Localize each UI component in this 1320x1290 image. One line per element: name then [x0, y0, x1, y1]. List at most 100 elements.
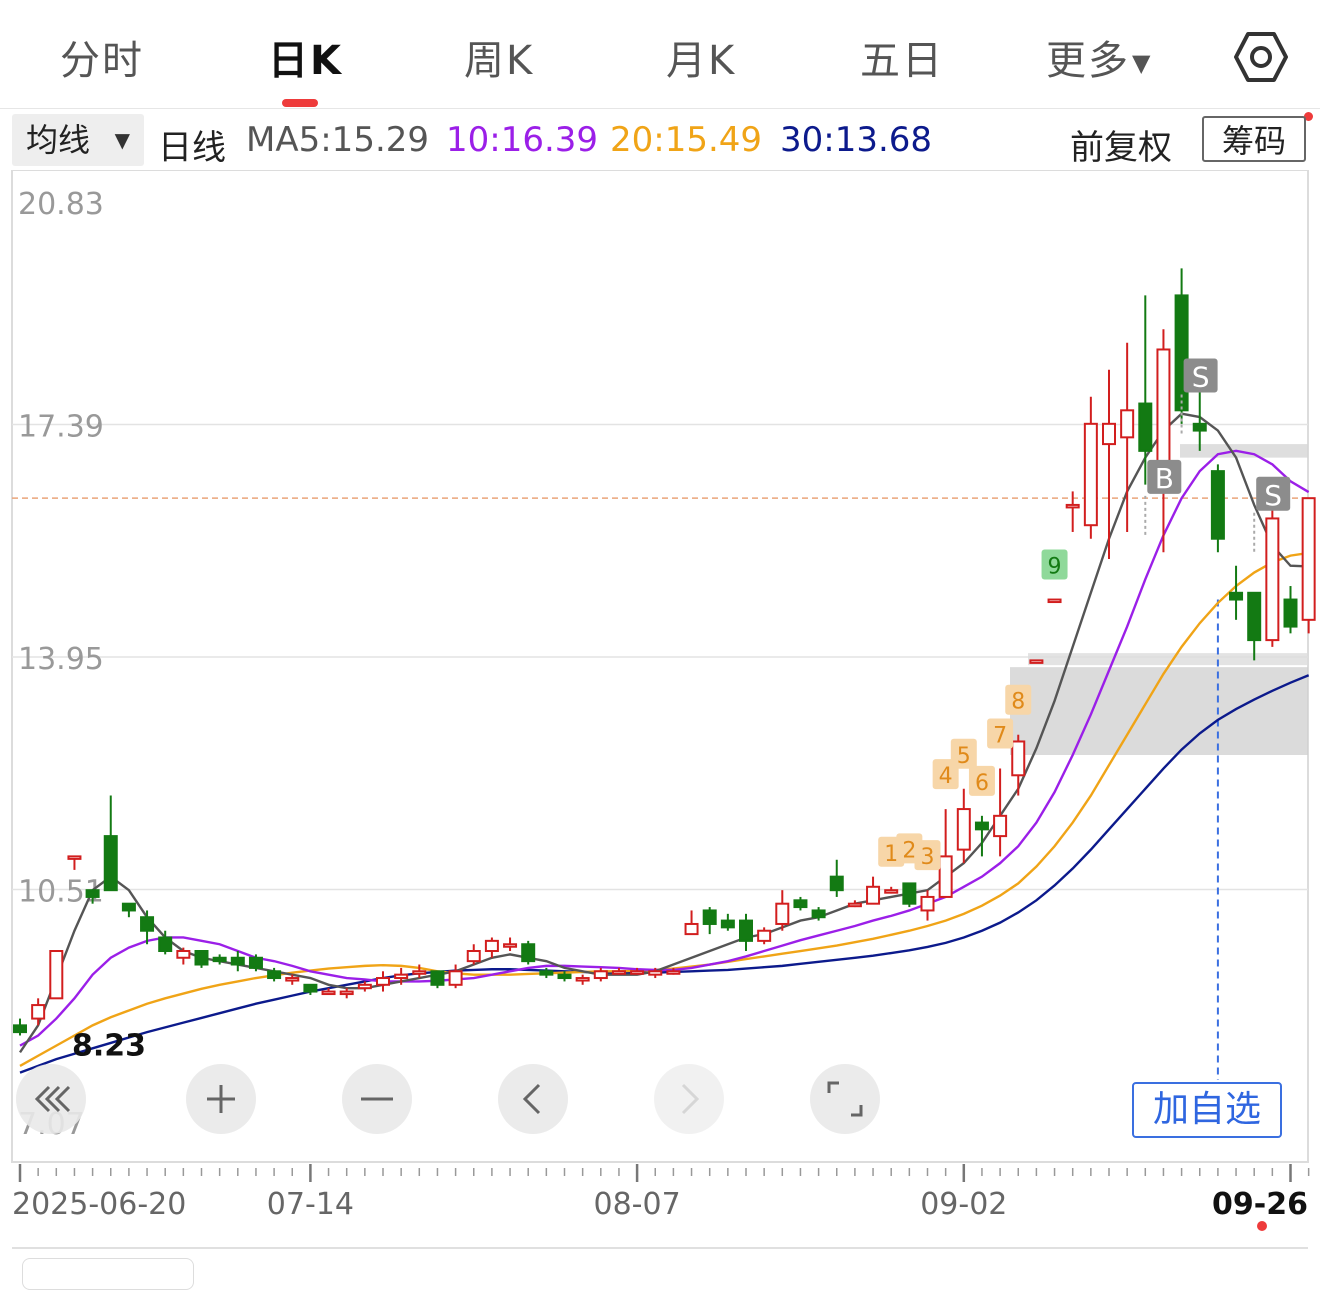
ma-toolbar: 均线 ▼ 日线 MA5:15.29 10:16.39 20:15.49 30:13… [0, 112, 1320, 170]
tab-more-label: 更多 [1046, 38, 1130, 84]
signal-marker [1183, 358, 1218, 393]
notification-dot [1304, 112, 1313, 121]
candle-up [1120, 409, 1135, 439]
x-tick-label: 07-14 [267, 1187, 354, 1222]
candle-up [448, 970, 463, 986]
candle-down [811, 909, 826, 919]
candle-up [993, 814, 1008, 838]
candle-down [702, 909, 717, 925]
settings-hexagon-icon[interactable] [1234, 30, 1288, 84]
zoom-in-button[interactable] [186, 1064, 256, 1134]
add-to-watchlist-button[interactable]: 加自选 [1132, 1082, 1282, 1138]
signal-marker-text: S [1264, 479, 1282, 512]
candle-down [739, 919, 753, 942]
candle-up [484, 939, 499, 953]
next-icon [681, 1083, 700, 1115]
candle-down [521, 943, 536, 963]
candle-up [412, 970, 427, 975]
candle-down [902, 882, 917, 905]
sequence-marker [968, 765, 995, 796]
candle-up [920, 895, 935, 912]
prev-button[interactable] [498, 1064, 568, 1134]
candle-down [720, 919, 735, 929]
signal-marker [1256, 476, 1291, 511]
candle-up [956, 808, 971, 851]
signal-marker-text: S [1192, 361, 1210, 394]
candle-down [267, 970, 282, 980]
active-tab-indicator [282, 99, 318, 107]
x-tick-label: 09-02 [920, 1187, 1007, 1222]
zoom-out-button[interactable] [342, 1064, 412, 1134]
sequence-marker [1005, 684, 1032, 715]
candle-down [13, 1024, 27, 1034]
ma20-line [19, 551, 1309, 1067]
ma10-line [19, 449, 1310, 1047]
sequence-marker-text: 5 [957, 744, 971, 769]
candle-down [557, 973, 572, 980]
tab-minute[interactable]: 分时 [60, 38, 144, 84]
candle-up [466, 950, 481, 963]
candle-up [503, 943, 518, 948]
sequence-marker-text: 8 [1011, 690, 1025, 715]
candle-down [1192, 422, 1207, 432]
candle-up [684, 922, 699, 936]
candle-down [303, 983, 318, 993]
x-tick-label: 2025-06-20 [12, 1187, 186, 1222]
support-band-edge [1028, 653, 1308, 666]
candle-down [430, 970, 445, 986]
adjust-mode[interactable]: 前复权 [1070, 128, 1172, 168]
chart-frame [11, 169, 1309, 1163]
collapse-left-button[interactable] [16, 1064, 86, 1134]
candle-up [285, 977, 300, 982]
ma-select-dropdown[interactable]: 均线 ▼ [12, 114, 144, 166]
candle-up [648, 970, 663, 976]
caret-down-icon: ▼ [1132, 49, 1153, 77]
ma-select-label: 均线 [26, 121, 91, 159]
candle-down [974, 821, 989, 831]
ma20-value: 20:15.49 [610, 120, 763, 160]
current-date-dot [1257, 1221, 1267, 1231]
candle-up [394, 973, 409, 980]
candle-down [1283, 598, 1298, 628]
period-label: 日线 [158, 128, 226, 168]
candle-down [121, 902, 136, 912]
sequence-marker [950, 738, 977, 769]
candle-up [1047, 598, 1062, 604]
ma10-value: 10:16.39 [446, 120, 599, 160]
tab-five-day[interactable]: 五日 [860, 38, 944, 84]
tab-more[interactable]: 更多▼ [1046, 28, 1152, 86]
y-tick-label: 17.39 [18, 410, 104, 445]
candle-up [884, 889, 899, 894]
candle-up [357, 983, 372, 990]
candle-up [1265, 517, 1280, 642]
x-tick-label: 09-26 [1212, 1187, 1308, 1222]
tab-monthly-k[interactable]: 月K [666, 38, 737, 84]
candle-up [593, 970, 608, 980]
zoom-in-icon [207, 1085, 235, 1113]
candle-up [1156, 348, 1171, 479]
candle-down [1229, 591, 1244, 601]
chart-canvas[interactable]: 20.8317.3913.9510.517.07123456789SBS20.0… [0, 141, 1320, 1250]
tab-daily-k[interactable]: 日K [268, 38, 343, 84]
candlestick-chart[interactable]: 20.8317.3913.9510.517.07123456789SBS20.0… [0, 141, 1320, 1250]
y-tick-label: 20.83 [18, 187, 104, 222]
candle-up [321, 990, 336, 996]
candle-down [85, 889, 100, 898]
candle-down [829, 875, 844, 892]
candle-down [539, 970, 554, 976]
low-price-label: 8.23 [72, 1029, 146, 1064]
caret-down-icon: ▼ [114, 128, 130, 152]
tab-weekly-k[interactable]: 周K [464, 38, 535, 84]
candle-up [938, 855, 953, 898]
candle-up [1029, 659, 1044, 664]
candle-up [176, 950, 191, 959]
candle-up [1083, 422, 1098, 527]
candle-down [1174, 294, 1189, 412]
ma30-value: 30:13.68 [780, 120, 933, 160]
x-tick-label: 08-07 [594, 1187, 681, 1222]
fullscreen-button[interactable] [810, 1064, 880, 1134]
next-button[interactable] [654, 1064, 724, 1134]
chips-button[interactable]: 筹码 [1202, 116, 1306, 162]
candle-up [666, 970, 681, 975]
high-price-label: 20.00→ [1036, 170, 1156, 176]
